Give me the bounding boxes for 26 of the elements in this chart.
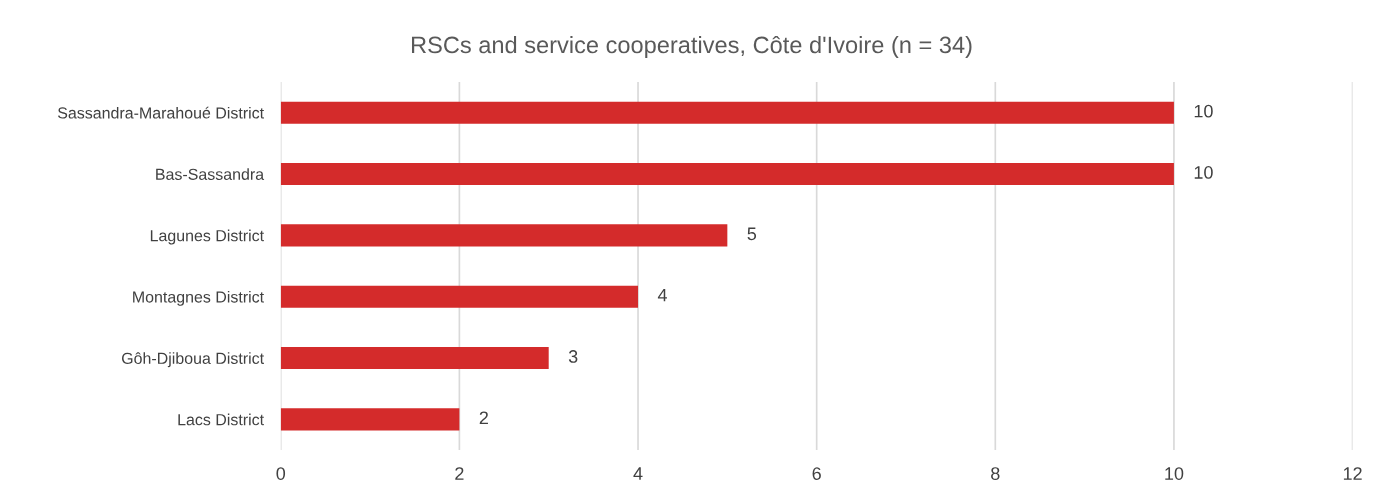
x-tick-label: 10 — [1165, 467, 1184, 480]
y-tick-label: Gôh-Djiboua District — [121, 352, 264, 368]
y-tick-label: Sassandra-Marahoué District — [57, 106, 264, 119]
x-tick-label: 6 — [812, 467, 821, 480]
bar — [280, 285, 639, 308]
x-tick-label: 12 — [1343, 467, 1362, 480]
x-tick-label: 2 — [455, 467, 464, 480]
bar — [280, 346, 549, 370]
bar — [280, 162, 1174, 186]
data-label: 4 — [657, 288, 667, 302]
data-label: 10 — [1194, 104, 1213, 118]
x-tick-label: 4 — [633, 467, 643, 480]
y-tick-label: Lagunes District — [150, 229, 264, 245]
data-label: 10 — [1194, 166, 1213, 179]
data-label: 5 — [747, 227, 757, 241]
y-tick-label: Montagnes District — [133, 290, 264, 306]
bar — [280, 408, 460, 431]
y-tick-label: Bas-Sassandra — [156, 168, 265, 180]
data-label: 2 — [479, 411, 488, 425]
chart-title: RSCs and service cooperatives, Côte d'Ivoire (n = 34) — [412, 35, 972, 58]
x-tick-label: 8 — [991, 467, 1000, 480]
bar — [280, 101, 1174, 124]
bar — [280, 224, 728, 247]
y-tick-label: Lacs District — [178, 413, 264, 426]
x-tick-label: 0 — [276, 467, 286, 480]
data-label: 3 — [568, 350, 578, 363]
